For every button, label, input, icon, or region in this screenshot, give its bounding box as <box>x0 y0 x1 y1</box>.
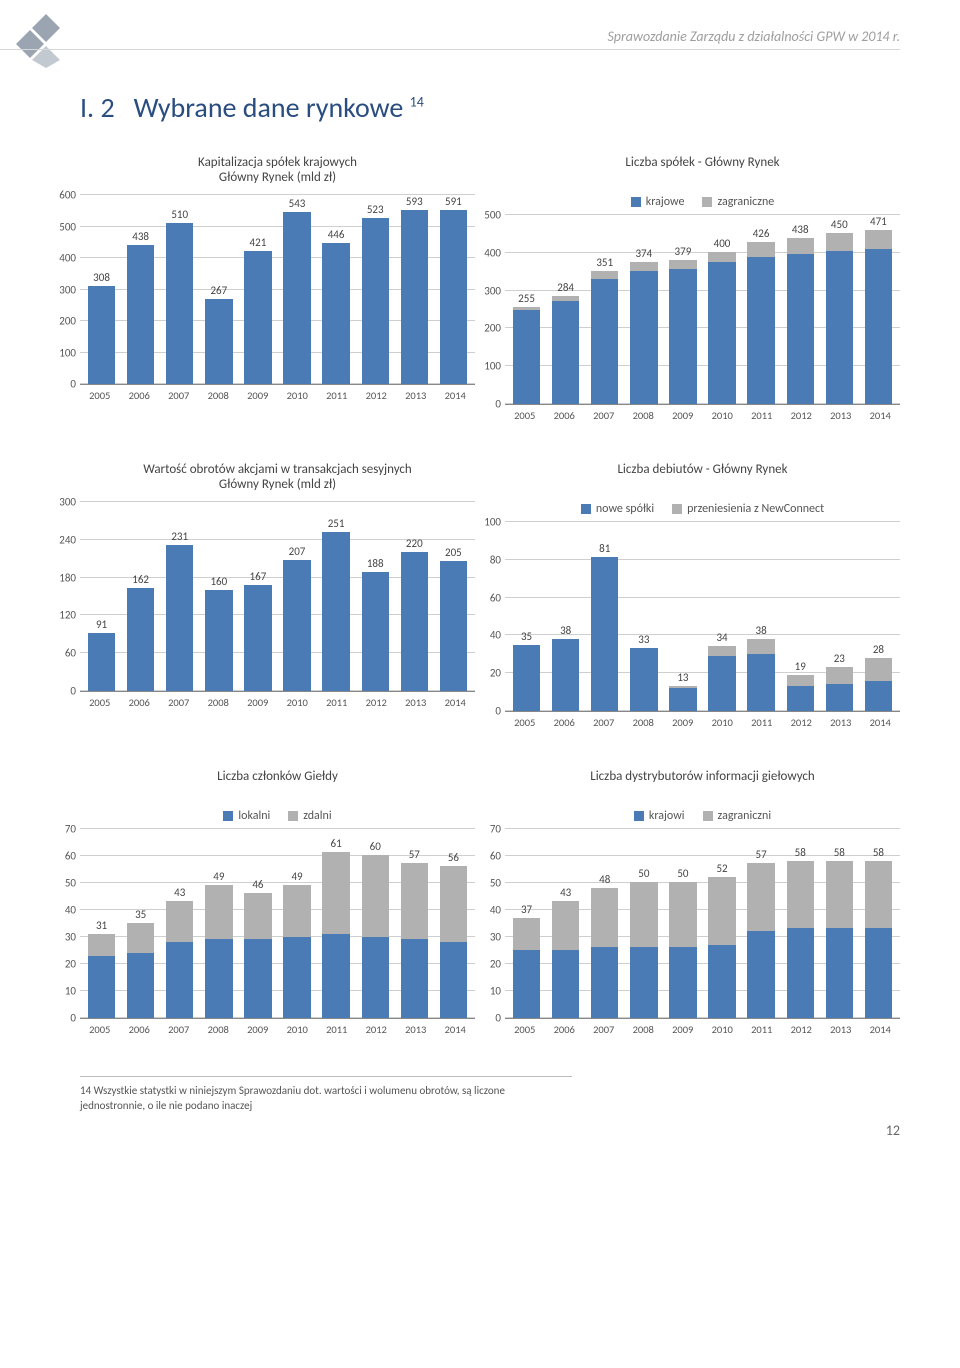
bar: 471 <box>859 215 898 404</box>
bar: 593 <box>395 195 434 384</box>
bar: 58 <box>859 829 898 1018</box>
bar: 510 <box>160 195 199 384</box>
legend: lokalnizdalni <box>80 809 475 823</box>
bar: 188 <box>356 502 395 691</box>
bar: 28 <box>859 522 898 711</box>
bar: 543 <box>277 195 316 384</box>
chart-members: Liczba członków Giełdy lokalnizdalni 01020… <box>80 769 475 1036</box>
chart-title: Wartość obrotów akcjami w transakcjach s… <box>80 462 475 492</box>
plot-area: 02040608010035388133133438192328 <box>505 522 900 712</box>
chart-distributors: Liczba dystrybutorów informacji giełowyc… <box>505 769 900 1036</box>
x-axis: 2005200620072008200920102011201220132014 <box>505 1023 900 1036</box>
bar: 43 <box>160 829 199 1018</box>
bar: 231 <box>160 502 199 691</box>
x-axis: 2005200620072008200920102011201220132014 <box>80 696 475 709</box>
plot-area: 0601201802403009116223116016720725118822… <box>80 502 475 692</box>
bar: 35 <box>507 522 546 711</box>
bar: 379 <box>663 215 702 404</box>
bar: 37 <box>507 829 546 1018</box>
bar: 308 <box>82 195 121 384</box>
x-axis: 2005200620072008200920102011201220132014 <box>80 389 475 402</box>
bar: 56 <box>434 829 473 1018</box>
plot-area: 01020304050607031354349464961605756 <box>80 829 475 1019</box>
bar: 220 <box>395 502 434 691</box>
bar: 58 <box>820 829 859 1018</box>
bar: 91 <box>82 502 121 691</box>
plot-area: 01020304050607037434850505257585858 <box>505 829 900 1019</box>
legend: nowe spółkiprzeniesienia z NewConnect <box>505 502 900 516</box>
x-axis: 2005200620072008200920102011201220132014 <box>505 716 900 729</box>
bar: 426 <box>742 215 781 404</box>
bar: 167 <box>238 502 277 691</box>
bar: 591 <box>434 195 473 384</box>
bar: 50 <box>663 829 702 1018</box>
chart-title: Liczba debiutów - Główny Rynek <box>505 462 900 492</box>
bar: 13 <box>663 522 702 711</box>
chart-title: Liczba dystrybutorów informacji giełowyc… <box>505 769 900 799</box>
bar: 31 <box>82 829 121 1018</box>
legend: krajowezagraniczne <box>505 195 900 209</box>
bar: 400 <box>702 215 741 404</box>
bar: 50 <box>624 829 663 1018</box>
chart-turnover: Wartość obrotów akcjami w transakcjach s… <box>80 462 475 729</box>
bar: 48 <box>585 829 624 1018</box>
page-header: Sprawozdanie Zarządu z działalności GPW … <box>0 28 900 50</box>
chart-cap: Kapitalizacja spółek krajowychGłówny Ryn… <box>80 155 475 422</box>
plot-area: 0100200300400500255284351374379400426438… <box>505 215 900 405</box>
bar: 23 <box>820 522 859 711</box>
bar: 46 <box>238 829 277 1018</box>
chart-title: Liczba członków Giełdy <box>80 769 475 799</box>
bar: 49 <box>277 829 316 1018</box>
bar: 60 <box>356 829 395 1018</box>
bar: 351 <box>585 215 624 404</box>
bar: 267 <box>199 195 238 384</box>
chart-title: Liczba spółek - Główny Rynek <box>505 155 900 185</box>
bar: 207 <box>277 502 316 691</box>
bar: 38 <box>742 522 781 711</box>
bar: 162 <box>121 502 160 691</box>
bar: 523 <box>356 195 395 384</box>
plot-area: 0100200300400500600308438510267421543446… <box>80 195 475 385</box>
bar: 205 <box>434 502 473 691</box>
bar: 421 <box>238 195 277 384</box>
bar: 446 <box>317 195 356 384</box>
bar: 374 <box>624 215 663 404</box>
x-axis: 2005200620072008200920102011201220132014 <box>80 1023 475 1036</box>
bar: 49 <box>199 829 238 1018</box>
bar: 43 <box>546 829 585 1018</box>
section-heading: I. 2 Wybrane dane rynkowe 14 <box>80 90 900 125</box>
bar: 255 <box>507 215 546 404</box>
bar: 34 <box>702 522 741 711</box>
bar: 38 <box>546 522 585 711</box>
bar: 284 <box>546 215 585 404</box>
bar: 33 <box>624 522 663 711</box>
bar: 438 <box>781 215 820 404</box>
bar: 160 <box>199 502 238 691</box>
bar: 52 <box>702 829 741 1018</box>
footnote: 14 Wszystkie statystki w niniejszym Spra… <box>80 1076 572 1114</box>
chart-title: Kapitalizacja spółek krajowychGłówny Ryn… <box>80 155 475 185</box>
bar: 19 <box>781 522 820 711</box>
bar: 57 <box>395 829 434 1018</box>
chart-debuts: Liczba debiutów - Główny Rynek nowe spółk… <box>505 462 900 729</box>
bar: 438 <box>121 195 160 384</box>
page-number: 12 <box>80 1122 900 1139</box>
bar: 35 <box>121 829 160 1018</box>
x-axis: 2005200620072008200920102011201220132014 <box>505 409 900 422</box>
bar: 251 <box>317 502 356 691</box>
chart-companies: Liczba spółek - Główny Rynek krajowezagra… <box>505 155 900 422</box>
bar: 57 <box>742 829 781 1018</box>
bar: 61 <box>317 829 356 1018</box>
bar: 58 <box>781 829 820 1018</box>
bar: 81 <box>585 522 624 711</box>
legend: krajowizagraniczni <box>505 809 900 823</box>
bar: 450 <box>820 215 859 404</box>
